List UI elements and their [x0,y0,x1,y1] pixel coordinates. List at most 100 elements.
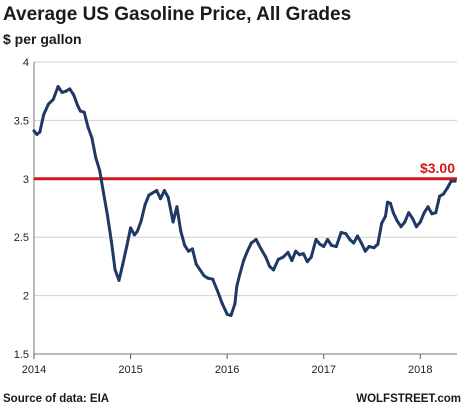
data-point [245,249,249,253]
data-point [276,257,280,261]
data-point [68,87,72,91]
x-tick-label: 2016 [215,364,239,376]
data-point [105,213,109,217]
data-point [399,225,403,229]
data-point [155,189,159,192]
data-point [206,276,210,280]
reference-line-label: $3.00 [420,160,455,176]
data-point [151,191,155,195]
x-tick-label: 2014 [22,364,46,376]
data-point [38,130,42,134]
data-point [190,247,194,251]
x-tick-label: 2018 [408,364,432,376]
data-point [109,239,113,243]
data-point [386,200,389,204]
x-tick-label: 2015 [118,364,142,376]
data-point [194,262,198,266]
data-point [367,245,371,248]
y-tick-label: 3.5 [14,115,29,127]
data-point [339,231,343,234]
data-point [430,212,434,216]
data-point [344,232,348,236]
data-point [434,211,438,215]
data-point [348,238,352,241]
data-point [72,93,76,97]
data-point [242,259,246,263]
x-tick-label: 2017 [311,364,335,376]
y-tick-label: 2 [23,291,29,303]
data-point [309,255,313,259]
data-point [318,242,322,246]
data-point [322,245,326,248]
data-point [326,238,330,241]
data-point [272,268,275,272]
data-point [438,194,442,198]
data-point [356,234,359,238]
data-point [32,129,36,133]
data-point [78,109,82,113]
data-point [259,247,263,251]
data-point [238,273,242,277]
data-point [147,193,151,197]
data-point [229,314,233,317]
data-point [179,229,183,233]
data-point [56,85,60,88]
data-point [384,214,387,218]
data-point [225,312,229,316]
data-point [286,250,290,254]
data-point [414,225,418,229]
data-point [60,90,64,94]
data-point [76,103,79,107]
data-point [380,221,384,225]
data-point [395,219,399,223]
data-point [298,253,302,257]
data-point [86,125,90,129]
data-point [301,252,305,256]
data-point [453,179,457,183]
data-point [216,289,219,293]
data-point [64,89,68,93]
data-point [51,97,55,101]
data-point [388,201,392,205]
data-point [330,243,333,247]
brand-label: WOLFSTREET.com [356,393,461,405]
data-point [254,238,258,241]
data-point [372,246,376,250]
data-point [82,110,86,114]
data-point [143,203,147,206]
data-point [162,189,166,192]
data-point [202,274,206,278]
data-point [422,211,426,215]
data-point [391,211,395,215]
data-point [363,249,367,253]
data-point [90,136,94,140]
data-point [235,284,239,288]
data-point [42,113,46,117]
chart-title: Average US Gasoline Price, All Grades [3,4,351,25]
y-tick-label: 3 [23,174,29,186]
data-point [159,197,162,201]
data-point [359,241,363,245]
data-point [102,191,105,195]
data-point [290,259,294,263]
data-point [352,241,356,245]
data-point [132,233,136,237]
data-point [264,255,268,259]
y-tick-label: 2.5 [14,232,29,244]
data-point [129,226,133,230]
series-points [32,85,457,317]
y-tick-label: 1.5 [14,349,29,361]
chart-subtitle: $ per gallon [3,31,82,47]
data-point [125,245,129,248]
data-point [187,249,190,253]
data-point [426,205,430,209]
data-point [445,186,449,190]
data-point [220,302,224,306]
data-point [211,277,215,281]
data-point [233,302,237,306]
data-point [294,249,298,253]
data-point [183,243,187,247]
data-point [411,217,415,220]
data-point [171,220,175,224]
